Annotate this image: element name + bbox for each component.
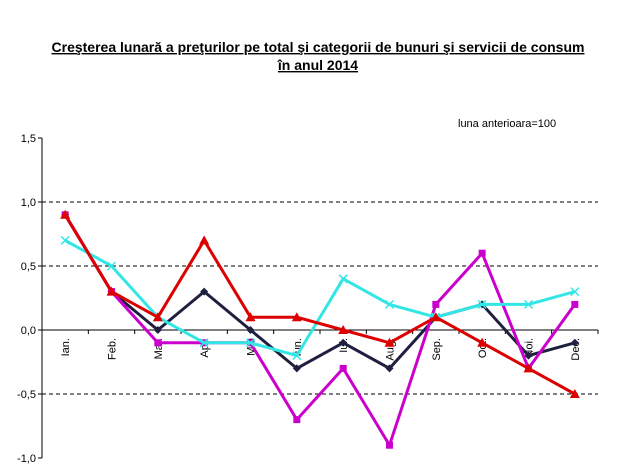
data-point-triangle bbox=[523, 363, 534, 373]
data-point-x-stroke bbox=[60, 235, 70, 245]
data-point-triangle bbox=[60, 209, 71, 219]
data-point-diamond bbox=[385, 364, 394, 373]
data-point-triangle bbox=[430, 312, 441, 322]
data-point-triangle bbox=[152, 312, 163, 322]
data-point-triangle bbox=[477, 337, 488, 347]
data-point-x-stroke bbox=[106, 261, 117, 271]
data-point-triangle bbox=[199, 235, 210, 245]
data-point-square bbox=[339, 364, 347, 372]
x-tick-label: Ian. bbox=[60, 338, 72, 356]
y-tick-label: 1,5 bbox=[21, 133, 36, 145]
data-point-square bbox=[432, 300, 440, 308]
data-point-diamond bbox=[570, 338, 579, 347]
data-point-x bbox=[570, 287, 580, 297]
data-point-x-stroke bbox=[477, 299, 487, 309]
data-point-square bbox=[154, 339, 162, 347]
x-tick-label: Feb. bbox=[107, 338, 119, 360]
data-point-diamond bbox=[339, 338, 348, 347]
series-line-3 bbox=[64, 239, 576, 358]
series-line-1 bbox=[63, 214, 576, 370]
data-point-x bbox=[106, 261, 117, 271]
chart-annotation: luna anterioara=100 bbox=[458, 118, 556, 130]
series-line-4 bbox=[63, 214, 576, 396]
data-point-diamond bbox=[200, 287, 209, 296]
data-point-x bbox=[338, 274, 348, 284]
chart-title-line2: în anul 2014 bbox=[277, 57, 358, 73]
data-point-diamond bbox=[524, 351, 533, 360]
data-point-x-stroke bbox=[292, 351, 302, 361]
y-tick-label: 1,0 bbox=[21, 197, 36, 209]
data-point-triangle bbox=[338, 325, 349, 334]
data-point-x-stroke bbox=[245, 338, 256, 348]
series-line-2 bbox=[63, 214, 577, 447]
chart-title-line1: Creşterea lunară a preţurilor pe total ş… bbox=[52, 39, 585, 55]
data-point-triangle bbox=[106, 286, 117, 296]
data-point-x bbox=[523, 299, 534, 309]
data-point-triangle bbox=[245, 312, 256, 322]
data-point-x bbox=[199, 338, 209, 348]
data-point-triangle bbox=[384, 337, 395, 347]
data-point-x bbox=[60, 235, 70, 245]
data-point-square bbox=[478, 249, 486, 257]
y-tick-label: -1,0 bbox=[17, 453, 36, 465]
data-point-triangle bbox=[569, 389, 580, 398]
data-point-square bbox=[571, 300, 579, 308]
data-point-x-stroke bbox=[570, 287, 580, 297]
data-point-x bbox=[477, 299, 487, 309]
data-point-square bbox=[386, 441, 393, 449]
data-point-x bbox=[292, 351, 302, 361]
y-tick-label: 0,0 bbox=[21, 325, 36, 337]
data-point-diamond bbox=[153, 326, 162, 334]
data-point-x-stroke bbox=[523, 299, 534, 309]
series-layer bbox=[60, 209, 580, 449]
y-tick-label: 0,5 bbox=[21, 261, 36, 273]
y-tick-label: -0,5 bbox=[17, 389, 36, 401]
data-point-x-stroke bbox=[338, 274, 348, 284]
data-point-diamond bbox=[246, 326, 255, 334]
data-point-triangle bbox=[291, 312, 302, 322]
x-tick-label: Sep. bbox=[431, 338, 443, 361]
data-point-x-stroke bbox=[199, 338, 209, 348]
data-point-x bbox=[384, 299, 395, 309]
data-point-x-stroke bbox=[384, 299, 395, 309]
data-point-x bbox=[245, 338, 256, 348]
data-point-square bbox=[293, 416, 301, 424]
data-point-diamond bbox=[292, 364, 301, 373]
